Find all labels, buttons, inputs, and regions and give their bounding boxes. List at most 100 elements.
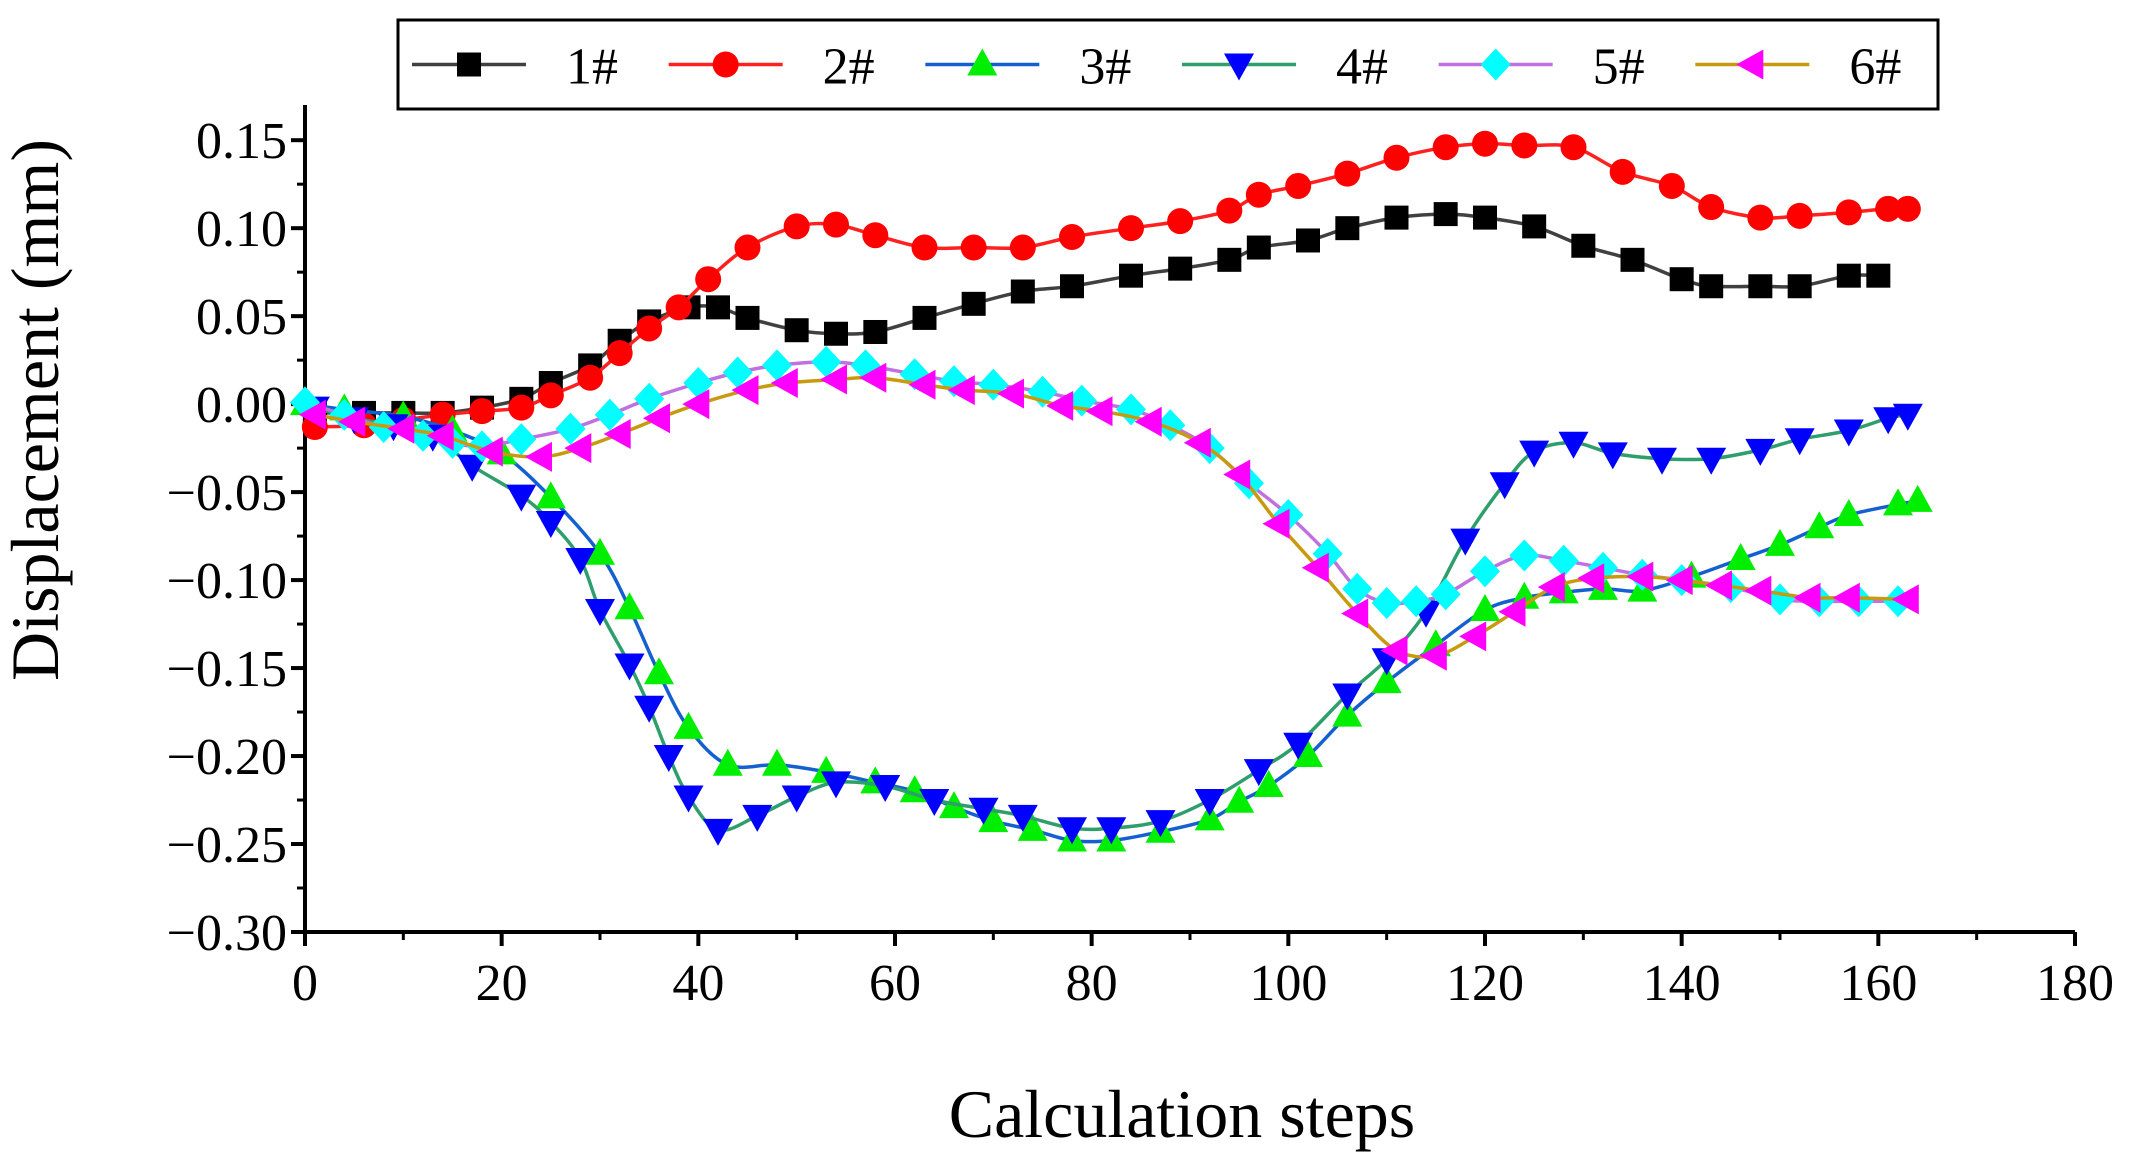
data-point: [1059, 223, 1085, 250]
data-point: [1145, 810, 1176, 838]
data-point: [1609, 158, 1636, 185]
data-point: [634, 695, 665, 723]
data-point: [1509, 539, 1540, 572]
data-point: [820, 364, 847, 395]
data-point: [1833, 419, 1864, 447]
data-point: [859, 362, 887, 393]
data-point: [1096, 817, 1127, 845]
data-point: [1060, 274, 1084, 299]
data-point: [1558, 431, 1589, 459]
data-point: [1473, 205, 1497, 230]
series-6: [298, 362, 1919, 671]
data-point: [919, 789, 950, 816]
data-point: [1745, 438, 1776, 466]
legend-marker: [1736, 49, 1764, 80]
data-point: [712, 748, 743, 776]
data-point: [912, 305, 937, 330]
y-tick-label: −0.25: [167, 817, 287, 874]
data-point: [1866, 263, 1891, 288]
data-point: [1401, 585, 1432, 618]
data-point: [1548, 544, 1579, 577]
data-point: [1511, 132, 1538, 159]
data-point: [565, 548, 596, 575]
x-tick-label: 80: [1066, 955, 1118, 1012]
data-point: [1560, 134, 1587, 161]
data-point: [731, 375, 759, 406]
series-layer: [290, 130, 1933, 852]
data-point: [1765, 528, 1795, 556]
data-point: [665, 294, 692, 321]
data-point: [1450, 528, 1481, 556]
data-point: [614, 592, 645, 620]
x-tick-label: 0: [292, 955, 318, 1012]
data-point: [1470, 555, 1500, 588]
data-point: [1489, 472, 1520, 500]
data-point: [673, 711, 704, 739]
data-point: [870, 775, 901, 802]
data-point: [1875, 195, 1902, 222]
data-point: [1873, 407, 1904, 435]
data-point: [783, 213, 810, 240]
data-point: [1293, 740, 1323, 767]
data-point: [1626, 561, 1654, 592]
data-point: [1894, 195, 1921, 222]
data-point: [1224, 785, 1255, 813]
data-point: [1216, 197, 1243, 224]
data-point: [1498, 596, 1526, 627]
y-tick-label: 0.15: [196, 113, 287, 170]
data-point: [911, 234, 938, 261]
data-point: [408, 419, 438, 452]
data-point: [636, 315, 663, 342]
data-point: [695, 266, 722, 293]
x-axis-title: Calculation steps: [949, 1076, 1415, 1152]
data-point: [947, 375, 975, 406]
data-point: [1296, 228, 1320, 253]
data-point: [1384, 205, 1409, 230]
legend-marker: [967, 48, 998, 76]
data-point: [1658, 172, 1685, 199]
data-point: [1119, 263, 1143, 288]
data-point: [564, 433, 592, 464]
legend-marker: [1224, 53, 1254, 81]
data-point: [506, 423, 537, 456]
data-point: [1705, 570, 1732, 601]
y-tick-label: −0.15: [167, 641, 287, 698]
data-point: [1057, 817, 1087, 845]
legend-label: 4#: [1336, 39, 1388, 96]
series-line: [304, 402, 1919, 844]
data-point: [978, 805, 1009, 833]
data-point: [1167, 208, 1194, 235]
data-point: [960, 234, 987, 261]
data-point: [1010, 279, 1035, 304]
legend-item: 2#: [668, 39, 875, 96]
data-point: [1577, 563, 1605, 594]
legend-marker: [712, 51, 739, 78]
data-point: [823, 211, 849, 238]
x-tick-label: 180: [2036, 955, 2114, 1012]
data-point: [1253, 770, 1284, 797]
legend-label: 5#: [1593, 39, 1645, 96]
data-point: [1007, 804, 1038, 832]
data-point: [1836, 263, 1861, 288]
data-point: [594, 398, 625, 431]
y-tick-label: 0.05: [196, 289, 287, 346]
legend: 1# 2# 3# 4# 5# 6#: [396, 18, 1940, 111]
data-point: [506, 484, 537, 512]
data-point: [1009, 234, 1036, 261]
data-point: [1902, 484, 1933, 512]
data-point: [1784, 428, 1815, 456]
data-point: [1301, 552, 1329, 583]
data-point: [1833, 499, 1864, 526]
data-point: [1597, 442, 1628, 470]
data-point: [1283, 732, 1314, 760]
data-point: [475, 436, 503, 467]
data-point: [634, 382, 665, 415]
legend-item: 5#: [1438, 39, 1645, 96]
x-tick-label: 20: [476, 955, 528, 1012]
legend-box: [396, 18, 1940, 111]
data-point: [1383, 144, 1410, 171]
data-point: [968, 797, 999, 825]
data-point: [821, 771, 851, 799]
data-point: [644, 657, 674, 685]
data-point: [614, 653, 645, 681]
